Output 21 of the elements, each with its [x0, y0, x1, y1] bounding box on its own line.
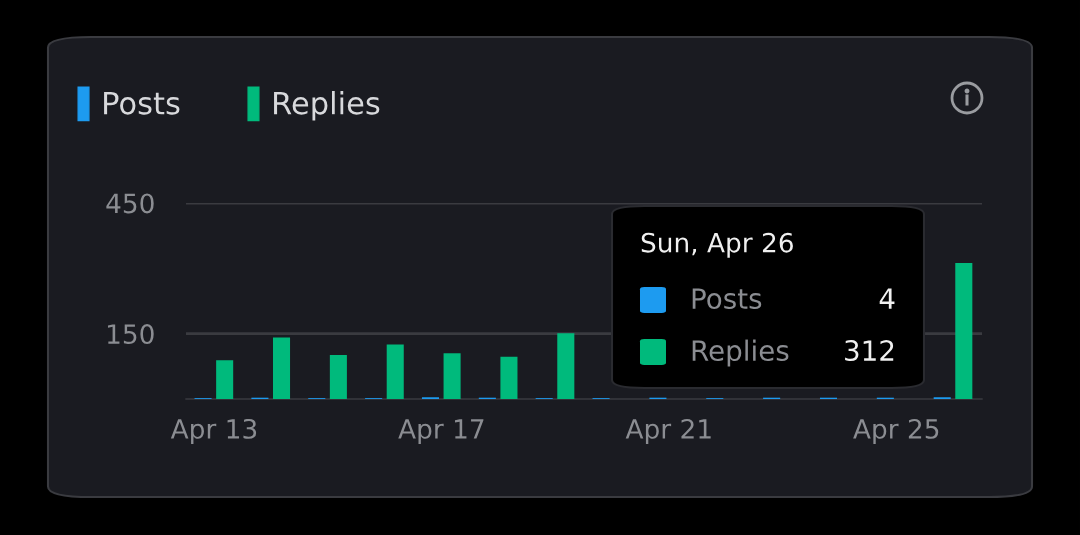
annotation: 4 — [879, 288, 895, 309]
bar — [955, 263, 973, 399]
bar — [386, 344, 404, 399]
bar — [216, 360, 234, 399]
y-tick-label: 150 — [107, 324, 154, 345]
y-tick-label: 450 — [106, 193, 154, 214]
annotation: Sun, Apr 26 — [641, 232, 793, 258]
annotation: 312 — [845, 340, 894, 362]
bar — [272, 337, 291, 399]
x-tick-label: Apr 25 — [853, 418, 939, 444]
legend-label: Posts — [104, 91, 180, 115]
annotation: Posts — [692, 288, 762, 310]
bar — [443, 353, 461, 399]
annotation: Replies — [692, 339, 789, 367]
x-tick-label: Apr 17 — [398, 419, 484, 444]
legend-label: Replies — [274, 90, 380, 121]
bar — [557, 333, 575, 399]
x-tick-label: Apr 21 — [625, 418, 711, 444]
bar — [329, 355, 347, 399]
bar — [500, 356, 518, 399]
x-tick-label: Apr 13 — [170, 418, 257, 444]
